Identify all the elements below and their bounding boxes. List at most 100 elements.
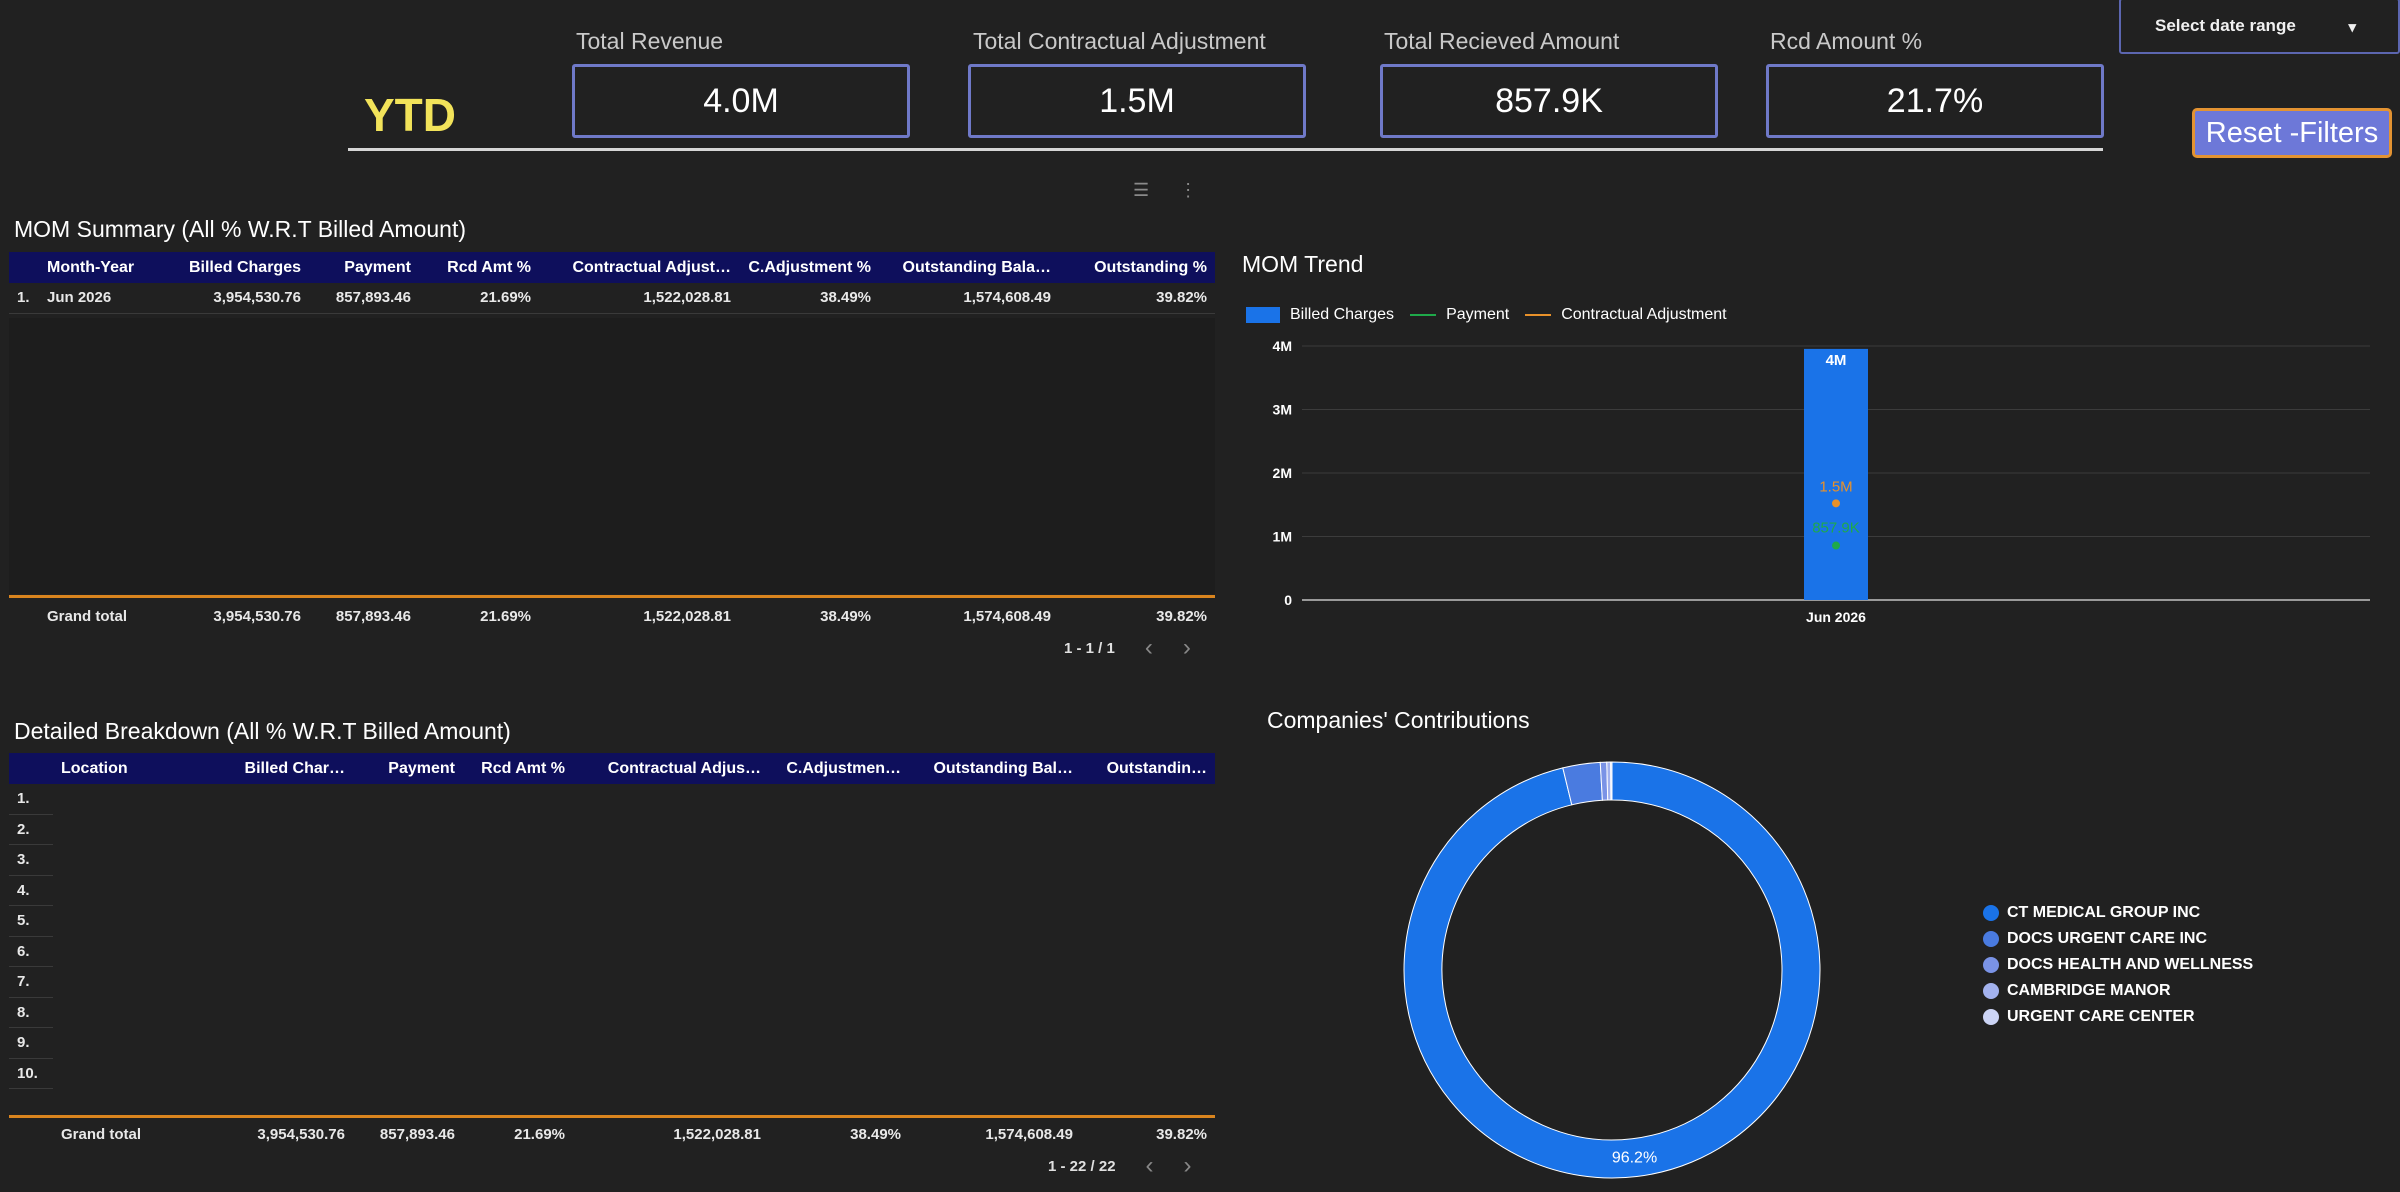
table-row[interactable]: 9.NORWALK188,753.7442,726.5722.64%67,393… (9, 1028, 53, 1059)
legend-item-adjustment[interactable]: Contractual Adjustment (1525, 306, 1727, 324)
legend-item-payment[interactable]: Payment (1410, 306, 1509, 324)
detailed-breakdown-grand-total: Grand total 3,954,530.76 857,893.46 21.6… (9, 1115, 1215, 1151)
legend-label: URGENT CARE CENTER (2007, 1008, 2195, 1025)
column-header[interactable]: Outstanding Bala… (879, 252, 1059, 283)
column-header[interactable]: Rcd Amt % (419, 252, 539, 283)
grand-total-payment: 857,893.46 (379, 1125, 455, 1143)
legend-item-billed[interactable]: Billed Charges (1246, 306, 1394, 324)
table-row[interactable]: 6.MONROE323,118.4780,86725.03%169,104.26… (9, 936, 53, 967)
legend-label: Billed Charges (1290, 306, 1395, 323)
column-header[interactable]: Outstandin… (1081, 753, 1215, 784)
column-header[interactable]: C.Adjustment % (739, 252, 879, 283)
table-row[interactable]: 1. Jun 2026 3,954,530.76 857,893.46 21.6… (9, 283, 1215, 314)
mom-summary-grand-total: Grand total 3,954,530.76 857,893.46 21.6… (9, 595, 1215, 635)
grand-total-adjustment-pct: 38.49% (850, 1125, 901, 1143)
column-header[interactable]: Contractual Adjus… (573, 753, 769, 784)
legend-dot (1983, 983, 1999, 999)
column-header[interactable]: Outstanding % (1059, 252, 1215, 283)
column-header[interactable]: Payment (353, 753, 463, 784)
date-range-select[interactable]: Select date range ▾ (2119, 0, 2400, 54)
column-header[interactable] (9, 753, 53, 784)
cell-outstanding-balance: 1,574,608.49 (879, 283, 1059, 314)
detailed-breakdown-table: Location Billed Char… Payment Rcd Amt % … (9, 753, 1215, 1148)
donut-slice[interactable] (1403, 761, 1821, 1179)
more-options-icon[interactable]: ⋮ (1179, 180, 1198, 200)
grand-total-adjustment-pct: 38.49% (820, 607, 871, 625)
companies-legend: CT MEDICAL GROUP INC DOCS URGENT CARE IN… (1983, 900, 2253, 1030)
kpi-contractual-adjustment-value: 1.5M (968, 64, 1306, 138)
legend-swatch (1410, 314, 1437, 316)
table-row[interactable]: 4.NEW MILFORD236,159.7160,198.2425.49%90… (9, 875, 53, 906)
bar-billed-charges (1804, 348, 1868, 600)
legend-swatch (1246, 307, 1280, 323)
column-header[interactable]: Contractual Adjust… (539, 252, 739, 283)
slice-label: 96.2% (1612, 1150, 1657, 1167)
column-header[interactable]: Location (53, 753, 203, 784)
row-index: 5. (9, 906, 53, 937)
kpi-total-revenue-value: 4.0M (572, 64, 910, 138)
column-header[interactable]: Outstanding Bal… (909, 753, 1081, 784)
companies-donut-chart: 96.2% (1403, 761, 1821, 1179)
row-index: 8. (9, 997, 53, 1028)
table-row[interactable]: 3.109270,913.2361,090.9522.55%90,947.313… (9, 845, 53, 876)
column-header[interactable]: Billed Charges (169, 252, 309, 283)
legend-item[interactable]: DOCS HEALTH AND WELLNESS (1983, 952, 2253, 978)
date-range-label: Select date range (2155, 16, 2296, 35)
chevron-right-icon[interactable]: › (1182, 634, 1191, 661)
grand-total-rcd-pct: 21.69% (514, 1125, 565, 1143)
legend-dot (1983, 931, 1999, 947)
cell-rcd-amt-pct: 21.69% (419, 283, 539, 314)
table-toolbar: ☰ ⋮ (1133, 180, 1197, 201)
kpi-rcd-amount-pct-value: 21.7% (1766, 64, 2104, 138)
column-header[interactable]: Payment (309, 252, 419, 283)
y-tick-label: 2M (1273, 465, 1292, 481)
x-tick-label: Jun 2026 (1806, 609, 1866, 625)
grand-total-outstanding: 1,574,608.49 (985, 1125, 1073, 1143)
cell-billed-charges: 3,954,530.76 (169, 283, 309, 314)
row-index: 9. (9, 1028, 53, 1059)
table-row[interactable]: 5.WEST HAVEN203,036.1737,936.9618.68%77,… (9, 906, 53, 937)
column-header[interactable]: Rcd Amt % (463, 753, 573, 784)
row-index: 7. (9, 967, 53, 998)
table-row[interactable]: 1.CHASE560,219.89109,641.6819.57%220,290… (9, 784, 53, 815)
mom-trend-legend: Billed Charges Payment Contractual Adjus… (1246, 306, 1743, 324)
point-contractual-adjustment (1832, 499, 1840, 508)
donut-slice[interactable] (1610, 761, 1613, 801)
legend-item[interactable]: CAMBRIDGE MANOR (1983, 978, 2253, 1004)
table-row[interactable]: 8.STRATFORD178,512.0339,823.2722.31%64,4… (9, 997, 53, 1028)
column-header[interactable]: C.Adjustmen… (769, 753, 909, 784)
legend-label: Payment (1446, 306, 1510, 323)
table-row[interactable]: 10.NORTH HAVEN175,516.7439,565.7522.54%6… (9, 1058, 53, 1089)
row-index: 3. (9, 845, 53, 876)
column-header[interactable]: Month-Year (39, 252, 169, 283)
legend-item[interactable]: URGENT CARE CENTER (1983, 1004, 2253, 1030)
chevron-left-icon[interactable]: ‹ (1145, 1152, 1154, 1179)
row-index: 4. (9, 875, 53, 906)
pager-label: 1 - 1 / 1 (1064, 639, 1115, 657)
data-label: 1.5M (1819, 478, 1852, 495)
filter-icon[interactable]: ☰ (1133, 180, 1150, 200)
reset-filters-button[interactable]: Reset -Filters (2192, 108, 2392, 158)
legend-item[interactable]: DOCS URGENT CARE INC (1983, 926, 2253, 952)
cell-outstanding-pct: 39.82% (1059, 283, 1215, 314)
header-divider (348, 148, 2103, 151)
kpi-rcd-amount-pct-label: Rcd Amount % (1770, 28, 1923, 54)
legend-item[interactable]: CT MEDICAL GROUP INC (1983, 900, 2253, 926)
chevron-left-icon[interactable]: ‹ (1144, 634, 1153, 661)
row-index: 2. (9, 814, 53, 845)
grand-total-label: Grand total (47, 607, 128, 625)
grand-total-billed: 3,954,530.76 (213, 607, 301, 625)
table-row[interactable]: 2.FROST304,596.4957,822.818.98%121,101.8… (9, 814, 53, 845)
point-payment (1832, 541, 1840, 550)
column-header[interactable]: Billed Char… (203, 753, 353, 784)
companies-contributions-title: Companies' Contributions (1267, 707, 1530, 733)
legend-label: DOCS HEALTH AND WELLNESS (2007, 956, 2254, 973)
chevron-right-icon[interactable]: › (1183, 1152, 1192, 1179)
column-header[interactable] (9, 252, 39, 283)
row-index: 10. (9, 1058, 53, 1089)
legend-label: Contractual Adjustment (1561, 306, 1727, 323)
mom-trend-chart: 0 1M 2M 3M 4M 4M 1.5M 857.9K Jun 2026 (1273, 338, 2370, 625)
table-row[interactable]: 7.DANBURY187,235.4741,975.4422.42%70,049… (9, 967, 53, 998)
mom-summary-table: Month-Year Billed Charges Payment Rcd Am… (9, 252, 1215, 314)
table-header-row: Location Billed Char… Payment Rcd Amt % … (9, 753, 1215, 784)
